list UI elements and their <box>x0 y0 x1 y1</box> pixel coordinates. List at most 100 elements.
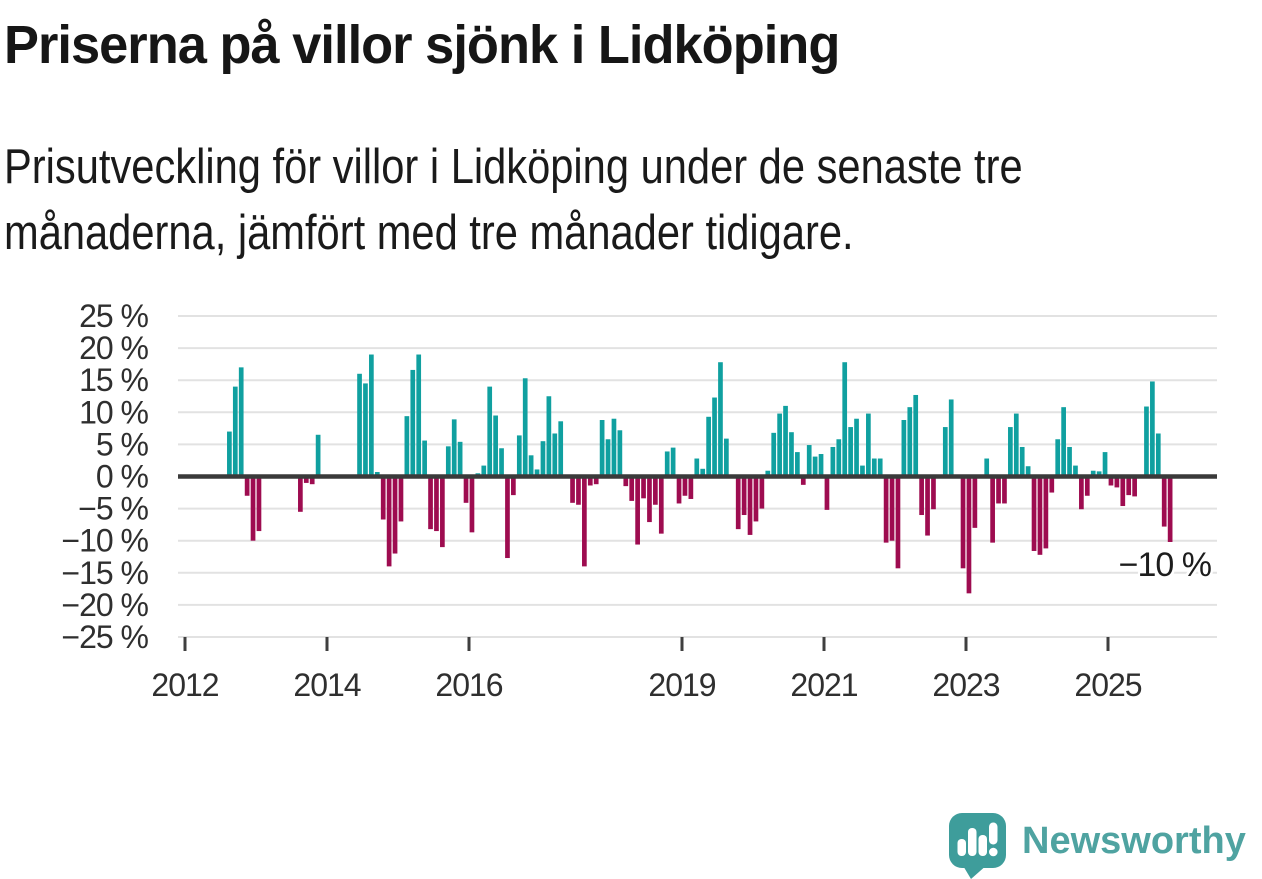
bar-2017-11 <box>599 420 605 477</box>
bar-2021-02 <box>830 446 836 477</box>
bar-2013-08 <box>298 476 303 512</box>
bar-2022-02 <box>901 420 907 477</box>
bar-2022-01 <box>895 476 901 569</box>
bar-2017-07 <box>576 476 581 505</box>
bar-2022-12 <box>960 476 966 569</box>
y-axis-label: −25 % <box>61 619 148 655</box>
bar-2016-08 <box>511 476 516 496</box>
bar-2015-01 <box>398 476 404 522</box>
bar-2021-07 <box>860 465 865 477</box>
bar-2015-11 <box>457 441 463 477</box>
x-axis-label: 2016 <box>435 667 502 703</box>
bar-2023-08 <box>1008 427 1013 477</box>
bar-2019-12 <box>747 476 753 535</box>
bar-2024-05 <box>1061 407 1066 477</box>
x-axis-label: 2012 <box>151 667 218 703</box>
bar-2015-03 <box>410 369 416 477</box>
bar-2018-11 <box>670 447 676 477</box>
subtitle-line-1: Prisutveckling för villor i Lidköping un… <box>4 140 1023 194</box>
bar-2016-11 <box>528 455 534 477</box>
bar-2018-05 <box>635 476 640 545</box>
bar-2015-12 <box>463 476 469 503</box>
bar-2018-02 <box>617 430 623 477</box>
bar-2022-09 <box>942 427 948 477</box>
bar-2025-07 <box>1144 406 1149 477</box>
bar-2025-08 <box>1150 381 1155 477</box>
bar-2019-01 <box>682 476 688 496</box>
bar-2015-09 <box>445 446 451 477</box>
bar-2024-06 <box>1067 446 1072 477</box>
bar-2017-08 <box>582 476 587 567</box>
bar-2014-10 <box>380 476 386 520</box>
bar-2025-09 <box>1155 433 1161 477</box>
bar-2025-05 <box>1132 476 1137 497</box>
bar-2016-01 <box>469 476 475 533</box>
bar-2022-04 <box>913 394 919 477</box>
bar-2015-02 <box>404 416 410 477</box>
bar-2018-10 <box>664 451 670 477</box>
bar-2017-03 <box>552 433 558 477</box>
bar-2017-09 <box>587 476 593 486</box>
bar-2024-09 <box>1084 476 1090 496</box>
x-axis-label: 2014 <box>293 667 360 703</box>
x-axis-label: 2019 <box>648 667 715 703</box>
bar-2025-11 <box>1167 476 1173 542</box>
bar-2013-10 <box>309 476 315 485</box>
bar-2019-07 <box>718 362 723 477</box>
bar-2024-03 <box>1049 476 1055 493</box>
bar-2018-09 <box>658 476 664 534</box>
bar-2023-07 <box>1002 476 1007 504</box>
bar-2021-09 <box>871 458 877 477</box>
bar-2019-08 <box>724 438 729 477</box>
bar-2021-10 <box>877 458 883 477</box>
bar-2020-02 <box>759 476 765 509</box>
bar-2017-04 <box>558 421 564 477</box>
bar-2018-08 <box>653 476 658 505</box>
bar-2012-10 <box>238 367 244 477</box>
bar-2014-08 <box>369 354 374 477</box>
bar-2021-11 <box>883 476 889 543</box>
bar-2016-03 <box>481 465 487 477</box>
bar-2013-01 <box>256 476 262 532</box>
bar-2022-07 <box>931 476 936 510</box>
bar-2017-12 <box>605 439 611 477</box>
bar-2019-04 <box>700 468 706 477</box>
bar-2025-10 <box>1161 476 1167 527</box>
bar-2014-12 <box>392 476 398 554</box>
bar-2021-01 <box>824 476 830 510</box>
bar-2017-10 <box>593 476 599 485</box>
bar-2017-02 <box>546 396 552 477</box>
bar-2020-09 <box>800 476 806 485</box>
bar-2020-10 <box>806 445 812 477</box>
bar-2022-05 <box>919 476 924 516</box>
bar-2024-04 <box>1055 439 1061 477</box>
bar-2025-02 <box>1114 476 1120 488</box>
x-axis-label: 2025 <box>1074 667 1141 703</box>
y-axis-label: 5 % <box>96 426 149 462</box>
bar-2018-06 <box>641 476 646 499</box>
bar-2019-11 <box>741 476 747 516</box>
bar-2016-06 <box>499 448 504 477</box>
bar-2023-10 <box>1019 446 1025 477</box>
bar-2019-02 <box>688 476 694 499</box>
bar-2021-06 <box>854 418 859 477</box>
bar-2020-05 <box>777 413 782 477</box>
bar-2019-03 <box>694 458 700 477</box>
bar-2024-10 <box>1090 470 1096 477</box>
bar-2015-04 <box>416 354 422 477</box>
bar-2020-08 <box>795 452 800 477</box>
bar-2025-01 <box>1108 476 1114 486</box>
bar-2015-08 <box>440 476 445 548</box>
bar-2025-04 <box>1126 476 1132 496</box>
bar-2025-03 <box>1120 476 1126 507</box>
bar-2014-07 <box>363 383 368 477</box>
bar-2016-09 <box>516 435 522 477</box>
bar-2012-09 <box>232 386 238 477</box>
y-axis-label: 10 % <box>79 394 148 430</box>
bar-2019-10 <box>735 476 741 530</box>
bar-2013-11 <box>315 434 321 477</box>
bar-2021-05 <box>848 427 853 477</box>
bar-2021-12 <box>889 476 895 541</box>
